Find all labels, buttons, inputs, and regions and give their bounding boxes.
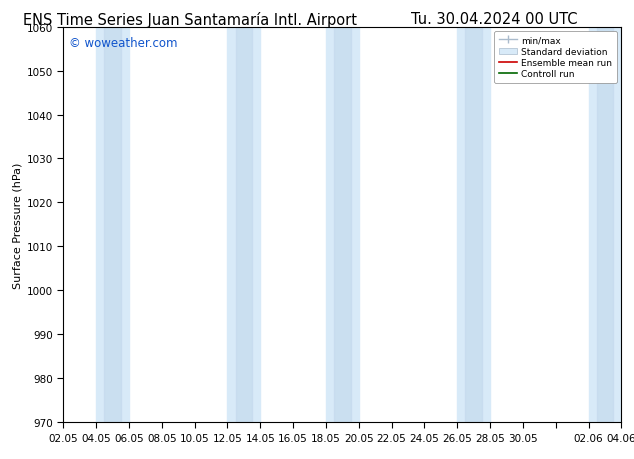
Bar xyxy=(228,28,261,422)
Bar xyxy=(588,28,621,422)
Bar xyxy=(597,28,613,422)
Bar xyxy=(96,28,129,422)
Bar xyxy=(326,28,359,422)
Y-axis label: Surface Pressure (hPa): Surface Pressure (hPa) xyxy=(13,162,23,288)
Bar xyxy=(334,28,351,422)
Bar xyxy=(465,28,482,422)
Bar xyxy=(105,28,121,422)
Bar xyxy=(457,28,490,422)
Bar xyxy=(236,28,252,422)
Text: Tu. 30.04.2024 00 UTC: Tu. 30.04.2024 00 UTC xyxy=(411,11,578,27)
Text: © woweather.com: © woweather.com xyxy=(69,37,178,50)
Text: ENS Time Series Juan Santamaría Intl. Airport: ENS Time Series Juan Santamaría Intl. Ai… xyxy=(23,11,357,28)
Legend: min/max, Standard deviation, Ensemble mean run, Controll run: min/max, Standard deviation, Ensemble me… xyxy=(495,32,617,84)
